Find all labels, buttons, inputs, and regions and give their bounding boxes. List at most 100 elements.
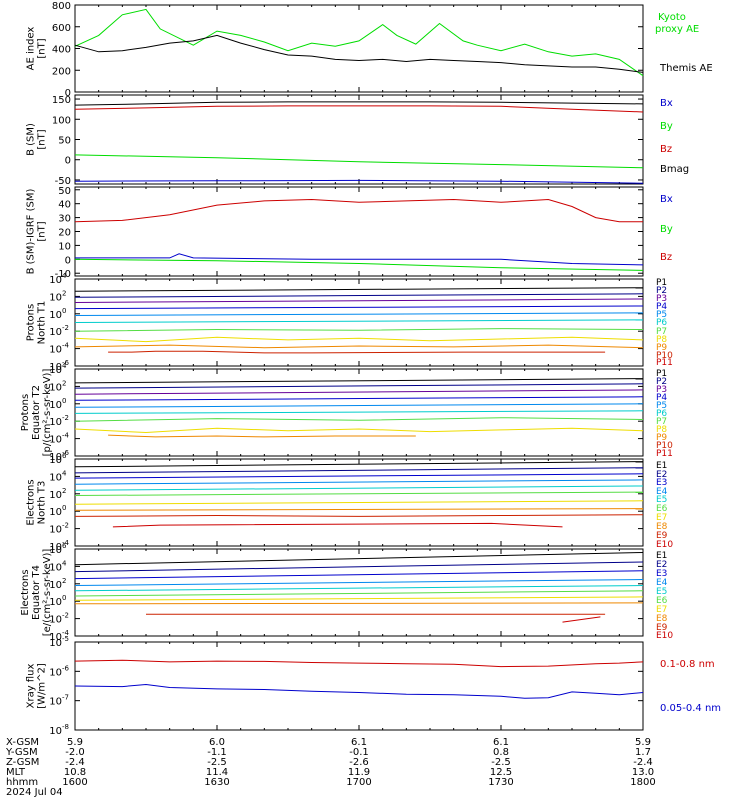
series-line-e7 xyxy=(74,500,644,505)
series-line-p5 xyxy=(74,403,644,408)
y-tick-label-exponent: -2 xyxy=(62,612,69,620)
y-tick-label: 10 xyxy=(49,490,62,501)
legend-entry-e2: E2 xyxy=(656,470,667,480)
legend-entry-p4: P4 xyxy=(656,393,667,403)
series-line-bx xyxy=(75,253,644,266)
legend-entry-p1: P1 xyxy=(656,278,667,288)
series-line-e9 xyxy=(74,514,644,517)
y-tick-label: 50 xyxy=(58,136,71,147)
x-axis-tick-value: 1800 xyxy=(630,777,655,788)
y-tick-label: 0 xyxy=(65,88,71,99)
x-axis-tick-value: -2.0 xyxy=(65,747,85,758)
y-tick-label: 10 xyxy=(49,310,62,321)
series-line-e10 xyxy=(112,522,563,528)
x-axis-tick-value: 1700 xyxy=(346,777,371,788)
legend-entry-p3: P3 xyxy=(656,294,667,304)
y-axis-label: AE index xyxy=(26,27,37,71)
y-tick-label-exponent: -2 xyxy=(62,414,69,422)
legend-entry-e3: E3 xyxy=(656,569,667,579)
y-tick-label-exponent: 6 xyxy=(62,542,67,550)
series-line-bx xyxy=(74,179,644,184)
y-tick-label: 10 xyxy=(49,435,62,446)
y-axis-label: [nT] xyxy=(37,38,48,58)
y-tick-label: 40 xyxy=(58,200,71,211)
series-line-e10 xyxy=(562,616,601,623)
legend-entry-p4: P4 xyxy=(656,302,667,312)
series-line-e8 xyxy=(74,602,644,605)
legend-entry-e7: E7 xyxy=(656,605,667,615)
y-tick-label: -50 xyxy=(55,176,71,187)
legend-entry-themis-ae: Themis AE xyxy=(659,63,713,74)
y-tick-label: 10 xyxy=(49,726,62,737)
y-axis-label: [nT] xyxy=(37,221,48,241)
y-tick-label-exponent: 4 xyxy=(62,559,67,567)
series-line-p5 xyxy=(74,312,644,316)
series-line-0-05-0-4-nm xyxy=(74,683,644,699)
y-tick-label: 10 xyxy=(49,580,62,591)
y-axis-label: Equator T2 xyxy=(31,385,42,440)
x-axis-tick-value: 6.1 xyxy=(493,737,509,748)
series-line-themis-ae xyxy=(74,34,644,73)
legend-entry-e8: E8 xyxy=(656,522,668,532)
legend-entry-p7: P7 xyxy=(656,327,667,337)
x-axis-tick-value: 6.1 xyxy=(351,737,367,748)
series-line-p10 xyxy=(108,350,606,354)
series-line-p2 xyxy=(74,383,644,389)
legend-entry-e5: E5 xyxy=(656,495,667,505)
y-axis-label: Protons xyxy=(26,304,37,341)
legend-entry-e6: E6 xyxy=(656,596,668,606)
y-tick-label: 10 xyxy=(49,597,62,608)
x-axis-row-label: Z-GSM xyxy=(6,757,39,768)
legend-entry-bx: Bx xyxy=(660,98,673,109)
y-tick-label-exponent: 0 xyxy=(62,504,66,512)
y-tick-label-exponent: 2 xyxy=(62,577,66,585)
y-tick-label: 10 xyxy=(49,345,62,356)
panel-3: -10 0 10 20 30 40 50 B (SM)-IGRF (SM) [nT] Bx By Bz xyxy=(26,186,673,280)
legend-entry-p8: P8 xyxy=(656,425,667,435)
y-tick-label-exponent: -6 xyxy=(62,449,70,457)
series-line-bmag xyxy=(74,101,644,106)
series-line-p6 xyxy=(74,319,644,323)
x-axis-tick-value: 12.5 xyxy=(490,767,512,778)
y-tick-label: 10 xyxy=(49,455,62,466)
y-tick-label: 30 xyxy=(58,214,71,225)
y-tick-label: 100 xyxy=(52,115,71,126)
x-axis-tick-value: 1730 xyxy=(488,777,513,788)
y-tick-label-exponent: 2 xyxy=(62,289,66,297)
series-line-e5 xyxy=(74,485,644,491)
y-axis-label: North T3 xyxy=(37,481,48,525)
legend-entry-0-1-0-8-nm: 0.1-0.8 nm xyxy=(660,659,715,670)
series-line-bz xyxy=(74,105,644,113)
legend-entry-p5: P5 xyxy=(656,310,667,320)
y-tick-label-exponent: 4 xyxy=(62,272,67,280)
legend-entry-e4: E4 xyxy=(656,487,668,497)
series-line-p9 xyxy=(108,434,416,438)
legend-entry-bmag: Bmag xyxy=(660,164,689,175)
legend-entry-p11: P11 xyxy=(656,358,673,368)
y-axis-label: Electrons xyxy=(20,569,31,615)
y-tick-label: 200 xyxy=(52,66,71,77)
legend-entry-p10: P10 xyxy=(656,351,673,361)
y-tick-label-exponent: 0 xyxy=(62,594,66,602)
series-line-e3 xyxy=(74,570,644,580)
x-axis-tick-value: 11.9 xyxy=(348,767,370,778)
x-axis-tick-value: 10.8 xyxy=(64,767,86,778)
y-tick-label: 10 xyxy=(49,382,62,393)
y-tick-label: 10 xyxy=(49,507,62,518)
series-line-p9 xyxy=(74,344,644,349)
y-axis-label: B (SM) xyxy=(26,123,37,156)
legend-entry-e10: E10 xyxy=(656,631,673,641)
y-tick-label: 10 xyxy=(49,562,62,573)
y-tick-label: 10 xyxy=(49,542,62,553)
x-axis-tick-value: 11.4 xyxy=(206,767,228,778)
y-axis-label: B (SM)-IGRF (SM) xyxy=(26,189,37,275)
legend-entry-p7: P7 xyxy=(656,417,667,427)
legend-entry-bz: Bz xyxy=(660,252,672,263)
y-tick-label-exponent: -2 xyxy=(62,522,69,530)
y-tick-label: 10 xyxy=(49,365,62,376)
series-line-p7 xyxy=(74,417,644,422)
